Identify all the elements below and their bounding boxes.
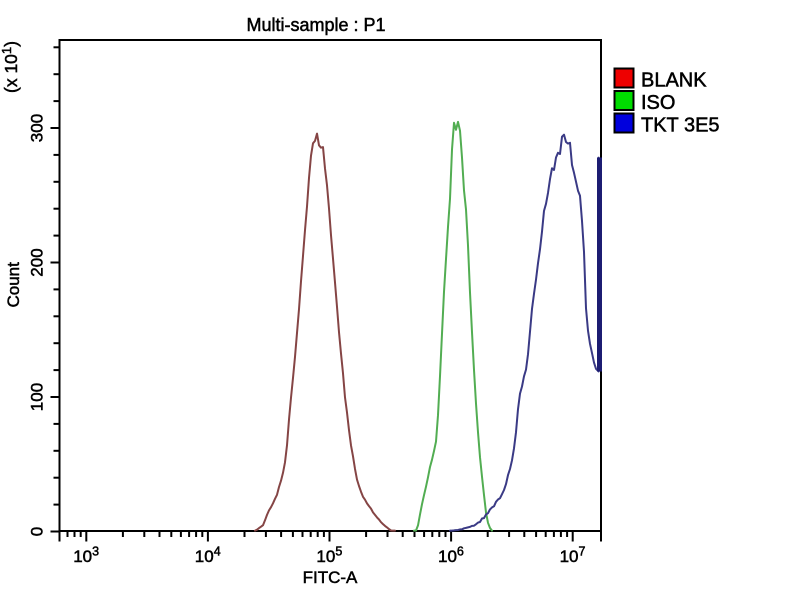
svg-text:300: 300 bbox=[28, 114, 47, 142]
svg-text:200: 200 bbox=[28, 248, 47, 276]
svg-text:BLANK: BLANK bbox=[641, 70, 707, 92]
svg-text:ISO: ISO bbox=[641, 92, 675, 114]
svg-text:0: 0 bbox=[28, 527, 47, 536]
svg-text:Multi-sample : P1: Multi-sample : P1 bbox=[246, 15, 385, 35]
svg-text:100: 100 bbox=[28, 383, 47, 411]
svg-text:TKT 3E5: TKT 3E5 bbox=[641, 115, 720, 137]
svg-text:FITC-A: FITC-A bbox=[303, 568, 358, 587]
svg-text:Count: Count bbox=[4, 262, 23, 308]
